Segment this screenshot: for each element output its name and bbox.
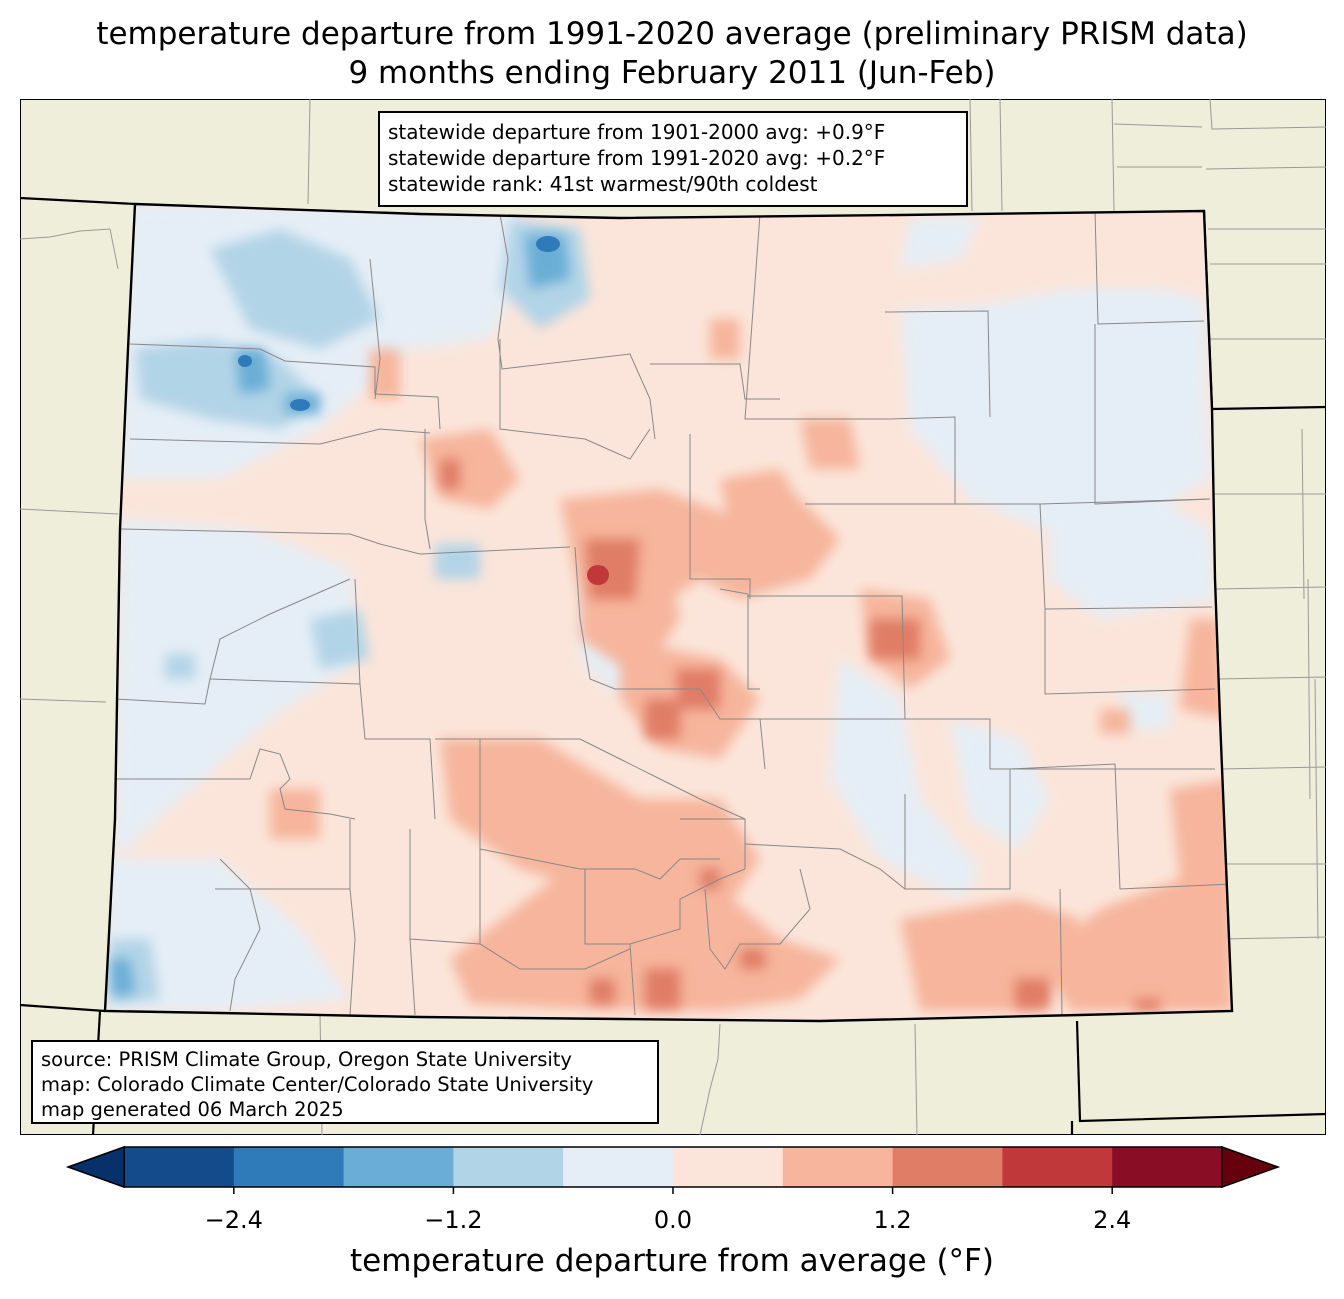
generated-date-line: map generated 06 March 2025 bbox=[41, 1098, 344, 1121]
temperature-field bbox=[105, 204, 1232, 1021]
colorbar-tick-label: −1.2 bbox=[424, 1206, 483, 1234]
colorbar-bin bbox=[124, 1147, 235, 1187]
colorbar-bin bbox=[673, 1147, 784, 1187]
map-credit-line: map: Colorado Climate Center/Colorado St… bbox=[41, 1073, 594, 1096]
colorbar-tick-label: 0.0 bbox=[653, 1206, 693, 1234]
colorbar-bin bbox=[892, 1147, 1003, 1187]
colorbar-bin bbox=[1002, 1147, 1113, 1187]
source-line: source: PRISM Climate Group, Oregon Stat… bbox=[41, 1048, 572, 1071]
colorbar-bin bbox=[1112, 1147, 1223, 1187]
stats-rank: statewide rank: 41st warmest/90th coldes… bbox=[388, 172, 818, 196]
colorado-temperature-map bbox=[20, 99, 1326, 1135]
source-credits-box: source: PRISM Climate Group, Oregon Stat… bbox=[31, 1040, 659, 1124]
colorbar-over-arrow bbox=[1221, 1145, 1281, 1189]
statewide-stats-box: statewide departure from 1901-2000 avg: … bbox=[378, 111, 968, 207]
colorbar-bin bbox=[563, 1147, 674, 1187]
stats-departure-1991-2020: statewide departure from 1991-2020 avg: … bbox=[388, 146, 886, 170]
colorbar bbox=[65, 1145, 1281, 1194]
colorbar-label: temperature departure from average (°F) bbox=[350, 1243, 994, 1279]
colorado-county-lines bbox=[114, 210, 1232, 1016]
colorbar-tick-label: 1.2 bbox=[873, 1206, 912, 1234]
colorbar-tick-label: 2.4 bbox=[1093, 1206, 1132, 1234]
map-title: temperature departure from 1991-2020 ave… bbox=[96, 16, 1248, 52]
colorbar-bin bbox=[233, 1147, 345, 1187]
colorbar-under-arrow bbox=[65, 1145, 125, 1189]
colorbar-bin bbox=[343, 1147, 454, 1187]
map-subtitle: 9 months ending February 2011 (Jun-Feb) bbox=[348, 55, 996, 91]
colorado-outline bbox=[103, 202, 1234, 1023]
colorbar-tick-label: −2.4 bbox=[204, 1206, 263, 1234]
stats-departure-1901-2000: statewide departure from 1901-2000 avg: … bbox=[388, 120, 886, 144]
neighbor-county-lines bbox=[20, 99, 1326, 1135]
colorbar-bin bbox=[782, 1147, 894, 1187]
colorbar-bin bbox=[453, 1147, 564, 1187]
